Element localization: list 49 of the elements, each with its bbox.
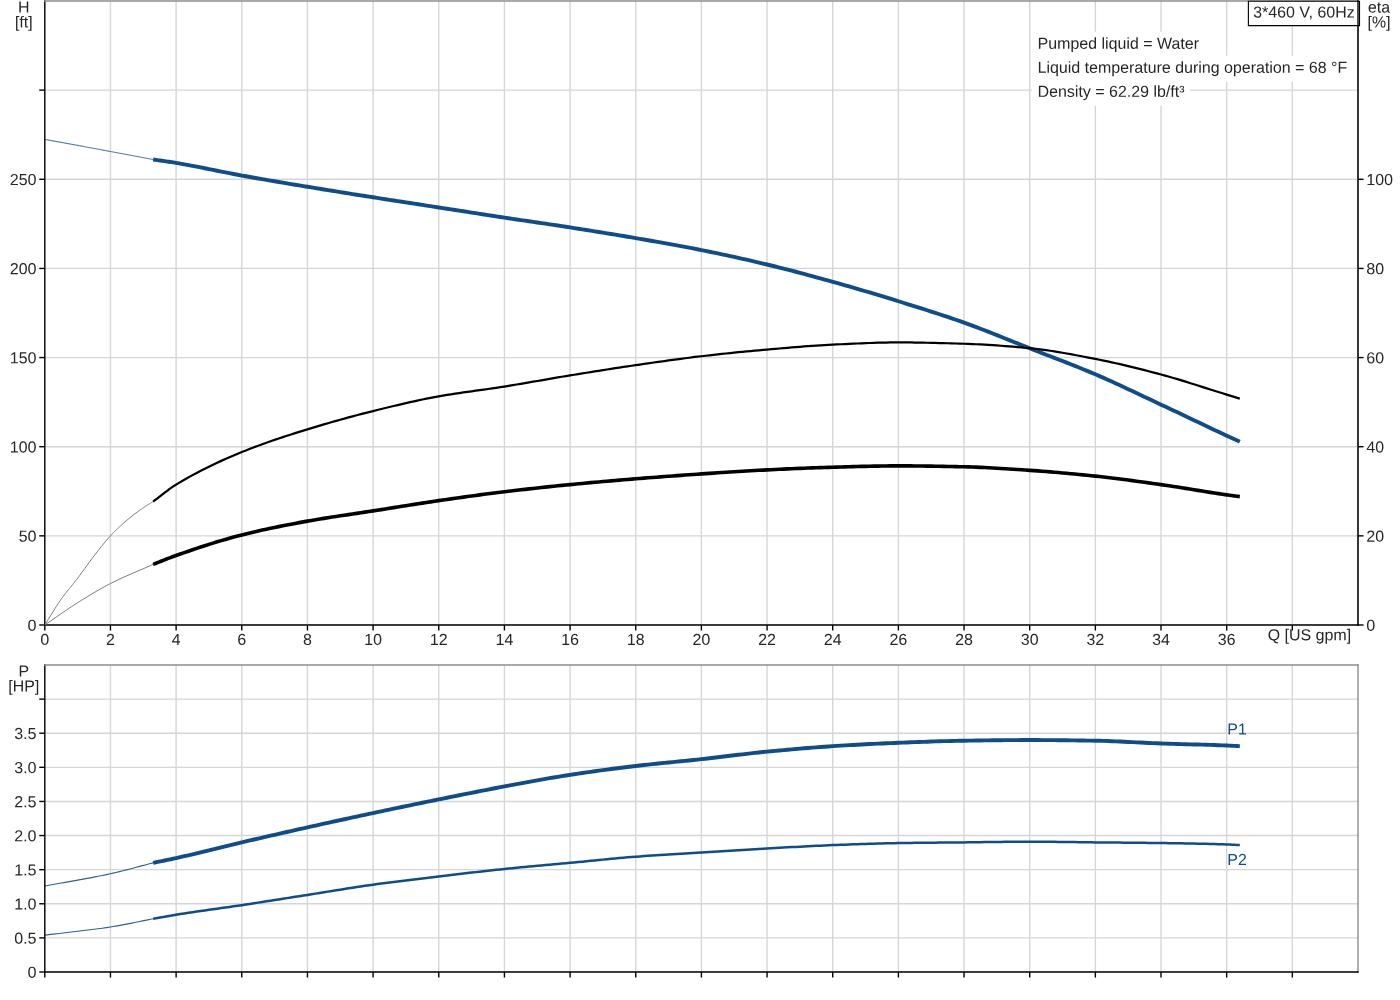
x-tick-label: 24 bbox=[824, 633, 842, 645]
x-tick-label: 8 bbox=[303, 633, 312, 646]
y-tick-label: 2.0 bbox=[15, 830, 36, 842]
y-axis-title: H [ft] bbox=[16, 1, 32, 31]
y-tick-label: 1.5 bbox=[15, 864, 36, 876]
x-tick-label: 28 bbox=[955, 633, 973, 646]
x-tick-label: 12 bbox=[431, 633, 447, 645]
x-tick-label: 32 bbox=[1087, 633, 1104, 646]
y-tick-label: 0 bbox=[28, 966, 36, 978]
y-tick-label: 0.5 bbox=[14, 932, 36, 944]
x-tick-label: 14 bbox=[496, 633, 513, 645]
y-tick-label: 100 bbox=[11, 441, 36, 453]
y-tick-label: 150 bbox=[11, 352, 36, 364]
x-axis-title: Q [US gpm] bbox=[1268, 628, 1350, 644]
y-tick-label: 2.5 bbox=[15, 796, 36, 808]
x-tick-label: 36 bbox=[1218, 633, 1235, 646]
y-tick-label: 0 bbox=[28, 619, 36, 631]
y2-tick-label: 60 bbox=[1367, 352, 1384, 364]
x-tick-label: 16 bbox=[562, 633, 579, 646]
y2-tick-label: 20 bbox=[1367, 530, 1384, 542]
chart-title: 3*460 V, 60Hz bbox=[1253, 6, 1354, 20]
y-tick-label: 3.5 bbox=[14, 727, 36, 740]
y-tick-label: 250 bbox=[10, 173, 36, 186]
x-tick-label: 18 bbox=[628, 633, 644, 646]
y-tick-label: 50 bbox=[19, 530, 36, 542]
y-tick-label: 1.0 bbox=[15, 898, 36, 910]
annotation: Density = 62.29 lb/ft³ bbox=[1038, 85, 1185, 101]
y2-tick-label: 40 bbox=[1366, 441, 1384, 453]
y2-tick-label: 80 bbox=[1367, 263, 1384, 275]
y-tick-label: 3.0 bbox=[14, 761, 36, 774]
x-tick-label: 22 bbox=[758, 633, 776, 645]
x-tick-label: 2 bbox=[106, 633, 115, 645]
annotation: Liquid temperature during operation = 68 °F bbox=[1038, 61, 1347, 77]
x-tick-label: 10 bbox=[365, 633, 382, 646]
x-tick-label: 26 bbox=[890, 633, 907, 646]
x-tick-label: 20 bbox=[693, 633, 710, 646]
x-tick-label: 6 bbox=[238, 633, 246, 646]
y2-tick-label: 100 bbox=[1367, 173, 1393, 186]
series-label: P1 bbox=[1228, 723, 1247, 735]
x-tick-label: 30 bbox=[1021, 633, 1038, 646]
x-tick-label: 34 bbox=[1152, 633, 1170, 646]
y2-tick-label: 0 bbox=[1366, 619, 1375, 631]
y2-axis-title: eta [%] bbox=[1368, 2, 1391, 31]
x-tick-label: 0 bbox=[40, 633, 49, 646]
y-tick-label: 200 bbox=[10, 263, 36, 275]
series-label: P2 bbox=[1228, 853, 1246, 866]
annotation: Pumped liquid = Water bbox=[1038, 37, 1199, 53]
y-axis-title: P [HP] bbox=[9, 665, 39, 695]
x-tick-label: 4 bbox=[172, 633, 181, 645]
